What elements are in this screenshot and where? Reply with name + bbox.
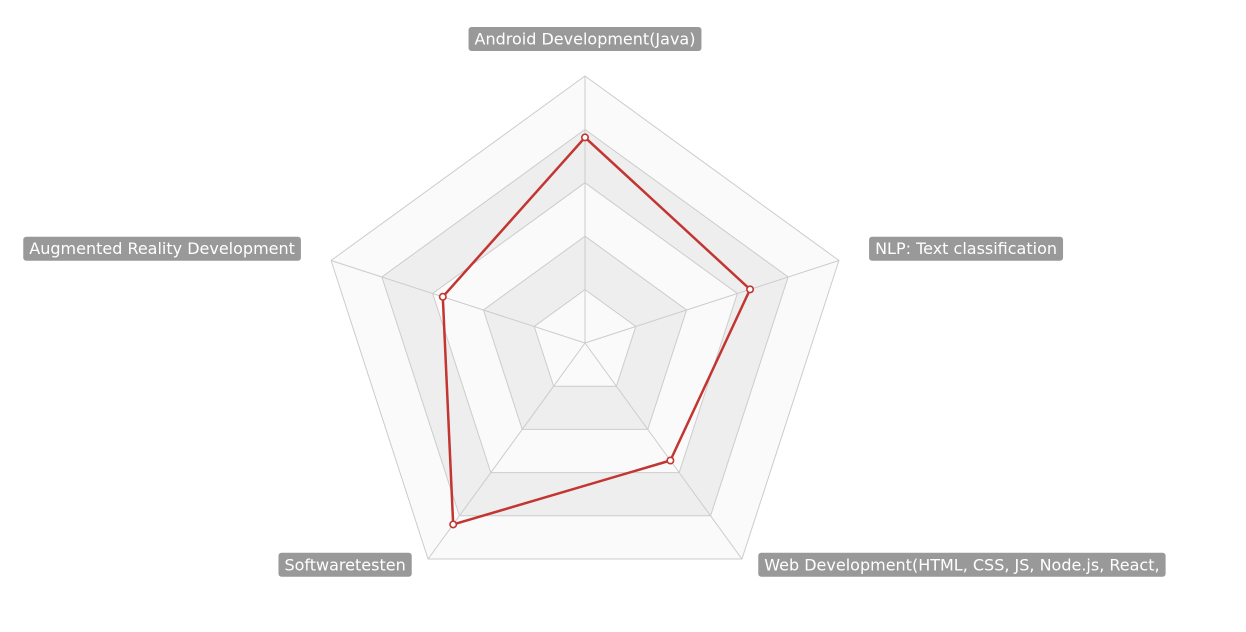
- radar-grid: [330, 75, 840, 560]
- axis-label-3: Softwaretesten: [278, 552, 412, 577]
- axis-label-background: [23, 236, 301, 261]
- axis-label-text: Web Development(HTML, CSS, JS, Node.js, …: [764, 555, 1159, 574]
- axis-label-text: Softwaretesten: [284, 555, 405, 574]
- axis-line-2: [584, 342, 743, 560]
- radar-split-areas: [331, 76, 839, 560]
- grid-ring-5: [330, 75, 840, 560]
- data-point-4[interactable]: [438, 292, 447, 301]
- data-point-0[interactable]: [580, 133, 589, 142]
- split-area-band-2: [483, 236, 687, 430]
- axis-label-background: [278, 552, 412, 577]
- grid-ring-4: [381, 128, 789, 517]
- radar-axis-labels: Android Development(Java) NLP: Text class…: [23, 27, 1166, 577]
- axis-label-text: Android Development(Java): [475, 30, 696, 49]
- axis-label-1: NLP: Text classification: [869, 236, 1064, 261]
- axis-label-background: [869, 236, 1064, 261]
- axis-label-0: Android Development(Java): [468, 27, 702, 51]
- split-area-band-5: [331, 76, 839, 560]
- series-line-0: [441, 136, 752, 526]
- axis-label-background: [758, 552, 1166, 577]
- axis-label-background: [468, 27, 702, 51]
- grid-ring-3: [432, 182, 738, 474]
- axis-label-text: Augmented Reality Development: [29, 239, 295, 258]
- axis-label-text: NLP: Text classification: [875, 239, 1057, 258]
- radar-axis-lines: [330, 76, 840, 560]
- axis-label-2: Web Development(HTML, CSS, JS, Node.js, …: [758, 552, 1166, 577]
- data-point-1[interactable]: [746, 285, 755, 294]
- axis-line-1: [584, 260, 840, 344]
- grid-ring-2: [482, 235, 688, 430]
- axis-line-4: [330, 260, 586, 344]
- data-point-2[interactable]: [666, 456, 675, 465]
- data-point-3[interactable]: [449, 520, 458, 529]
- split-area-band-4: [381, 129, 789, 516]
- radar-series: [438, 133, 755, 529]
- grid-ring-1: [533, 288, 637, 387]
- axis-label-4: Augmented Reality Development: [23, 236, 301, 261]
- split-area-band-3: [432, 182, 738, 473]
